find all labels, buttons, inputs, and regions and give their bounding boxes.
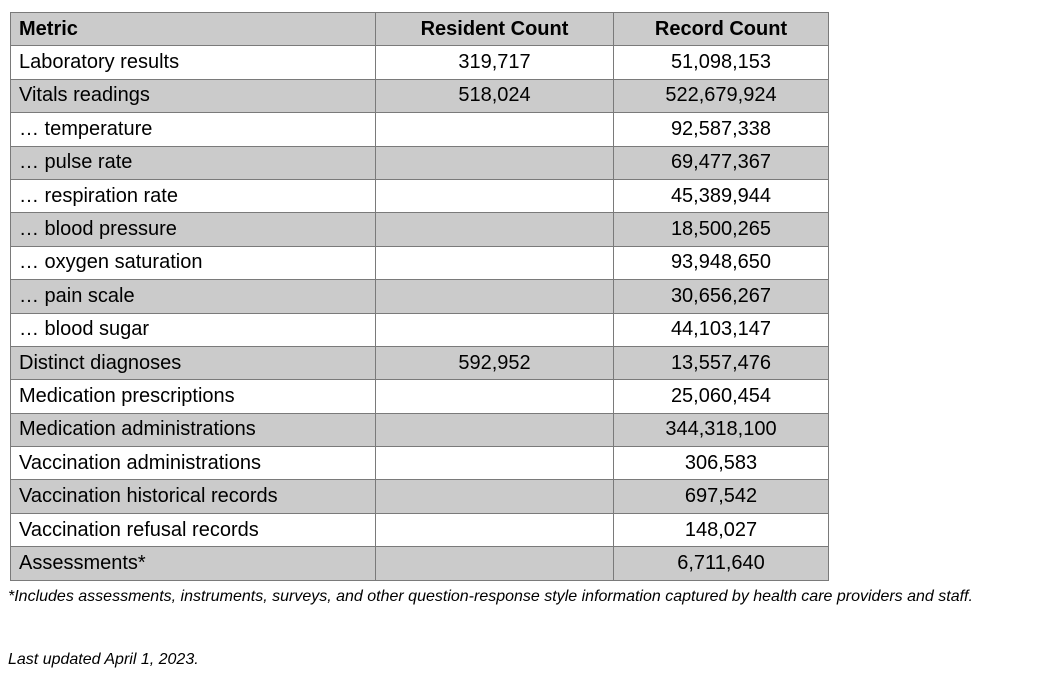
resident-count-cell <box>375 379 614 414</box>
metrics-table: Metric Resident Count Record Count Laborat… <box>10 11 829 581</box>
table-header: Metric Resident Count Record Count <box>10 11 829 47</box>
column-header-resident-count: Resident Count <box>375 11 614 47</box>
record-count-cell: 44,103,147 <box>613 312 829 347</box>
metric-cell: … respiration rate <box>10 178 376 214</box>
table-row: Laboratory results 319,717 51,098,153 <box>10 45 829 80</box>
resident-count-cell <box>375 112 614 147</box>
record-count-cell: 697,542 <box>613 479 829 514</box>
metric-cell: Vaccination administrations <box>10 446 376 481</box>
table-row: Distinct diagnoses 592,952 13,557,476 <box>10 345 829 381</box>
resident-count-cell <box>375 479 614 514</box>
metric-cell: … temperature <box>10 112 376 147</box>
last-updated: Last updated April 1, 2023. <box>8 651 199 668</box>
table-row: … respiration rate 45,389,944 <box>10 178 829 214</box>
record-count-cell: 25,060,454 <box>613 379 829 414</box>
metric-cell: Medication prescriptions <box>10 379 376 414</box>
record-count-cell: 92,587,338 <box>613 112 829 147</box>
metric-cell: Vitals readings <box>10 78 376 114</box>
resident-count-cell <box>375 446 614 481</box>
table-row: Medication prescriptions 25,060,454 <box>10 379 829 414</box>
table-row: Medication administrations 344,318,100 <box>10 412 829 448</box>
metric-cell: … oxygen saturation <box>10 245 376 281</box>
record-count-cell: 344,318,100 <box>613 412 829 448</box>
resident-count-cell <box>375 212 614 247</box>
record-count-cell: 148,027 <box>613 512 829 548</box>
metric-cell: Assessments* <box>10 546 376 581</box>
metric-cell: Distinct diagnoses <box>10 345 376 381</box>
record-count-cell: 69,477,367 <box>613 145 829 180</box>
record-count-cell: 13,557,476 <box>613 345 829 381</box>
resident-count-cell <box>375 412 614 448</box>
record-count-cell: 51,098,153 <box>613 45 829 80</box>
metric-cell: … pulse rate <box>10 145 376 180</box>
resident-count-cell <box>375 145 614 180</box>
record-count-cell: 45,389,944 <box>613 178 829 214</box>
resident-count-cell: 518,024 <box>375 78 614 114</box>
resident-count-cell <box>375 546 614 581</box>
record-count-cell: 93,948,650 <box>613 245 829 281</box>
resident-count-cell <box>375 312 614 347</box>
resident-count-cell <box>375 178 614 214</box>
metric-cell: Laboratory results <box>10 45 376 80</box>
table-row: … pulse rate 69,477,367 <box>10 145 829 180</box>
resident-count-cell <box>375 279 614 314</box>
resident-count-cell: 592,952 <box>375 345 614 381</box>
record-count-cell: 522,679,924 <box>613 78 829 114</box>
column-header-metric: Metric <box>10 11 376 47</box>
table-row: … blood pressure 18,500,265 <box>10 212 829 247</box>
table-row: … oxygen saturation 93,948,650 <box>10 245 829 281</box>
resident-count-cell: 319,717 <box>375 45 614 80</box>
record-count-cell: 18,500,265 <box>613 212 829 247</box>
resident-count-cell <box>375 245 614 281</box>
record-count-cell: 6,711,640 <box>613 546 829 581</box>
metric-cell: Vaccination refusal records <box>10 512 376 548</box>
table-row: … temperature 92,587,338 <box>10 112 829 147</box>
header-row: Metric Resident Count Record Count <box>10 11 829 47</box>
footnote: *Includes assessments, instruments, surv… <box>8 588 973 605</box>
table-row: Vaccination administrations 306,583 <box>10 446 829 481</box>
table-row: Vaccination refusal records 148,027 <box>10 512 829 548</box>
table-body: Laboratory results 319,717 51,098,153 Vital… <box>10 45 829 581</box>
column-header-record-count: Record Count <box>613 11 829 47</box>
metric-cell: … blood sugar <box>10 312 376 347</box>
metric-cell: … pain scale <box>10 279 376 314</box>
table-row: Vaccination historical records 697,542 <box>10 479 829 514</box>
table-row: … pain scale 30,656,267 <box>10 279 829 314</box>
metric-cell: Vaccination historical records <box>10 479 376 514</box>
metric-cell: Medication administrations <box>10 412 376 448</box>
table-row: … blood sugar 44,103,147 <box>10 312 829 347</box>
record-count-cell: 306,583 <box>613 446 829 481</box>
resident-count-cell <box>375 512 614 548</box>
table-row: Vitals readings 518,024 522,679,924 <box>10 78 829 114</box>
metric-cell: … blood pressure <box>10 212 376 247</box>
table-row: Assessments* 6,711,640 <box>10 546 829 581</box>
record-count-cell: 30,656,267 <box>613 279 829 314</box>
